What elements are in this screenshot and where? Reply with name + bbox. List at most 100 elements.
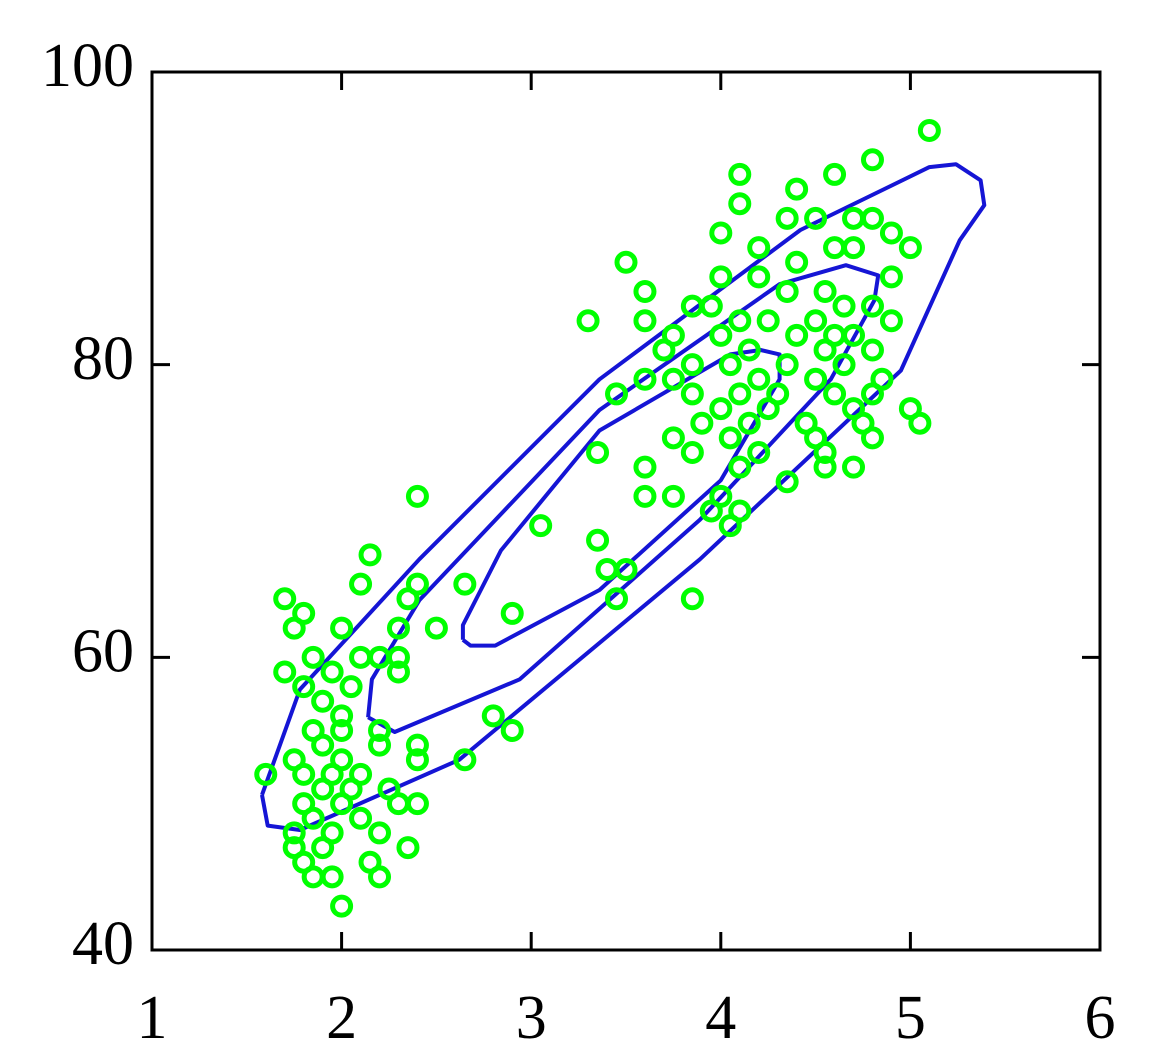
data-point xyxy=(813,455,837,479)
data-point xyxy=(813,280,837,303)
data-point xyxy=(718,426,742,450)
data-point xyxy=(718,353,742,377)
x-tick-label: 5 xyxy=(895,984,926,1052)
data-point xyxy=(529,514,553,538)
data-point xyxy=(737,338,761,362)
data-point xyxy=(349,645,373,669)
data-point xyxy=(320,660,344,684)
data-point xyxy=(595,558,619,582)
data-point xyxy=(396,836,420,860)
data-point xyxy=(605,382,629,406)
data-point xyxy=(680,353,704,377)
data-point xyxy=(424,616,448,640)
data-point xyxy=(747,367,771,391)
data-point xyxy=(386,645,410,669)
data-point xyxy=(860,206,884,230)
data-point xyxy=(405,484,429,508)
data-point xyxy=(842,236,866,260)
data-point xyxy=(386,660,410,684)
data-point xyxy=(842,455,866,479)
data-point xyxy=(775,280,799,303)
data-point xyxy=(614,250,638,274)
data-point xyxy=(633,309,657,333)
data-point xyxy=(311,777,335,801)
data-point xyxy=(680,440,704,464)
data-point xyxy=(330,792,354,816)
data-point xyxy=(386,616,410,640)
data-point xyxy=(330,616,354,640)
data-point xyxy=(756,397,780,421)
data-point xyxy=(500,719,524,742)
data-point xyxy=(832,353,856,377)
data-point xyxy=(785,177,809,201)
data-point xyxy=(339,675,363,699)
data-point xyxy=(453,572,477,596)
data-point xyxy=(481,704,505,728)
data-point xyxy=(728,162,752,186)
data-point xyxy=(368,719,392,742)
data-point xyxy=(368,865,392,889)
data-point xyxy=(785,323,809,347)
data-point xyxy=(292,675,316,699)
data-point xyxy=(330,704,354,728)
data-point xyxy=(728,382,752,406)
data-point xyxy=(728,455,752,479)
data-point xyxy=(368,733,392,757)
data-point xyxy=(405,733,429,757)
data-point xyxy=(661,426,685,450)
data-point xyxy=(699,294,723,318)
x-tick-label: 4 xyxy=(705,984,736,1052)
data-point xyxy=(405,792,429,816)
data-point xyxy=(718,514,742,538)
plot-frame xyxy=(150,70,1102,952)
contour xyxy=(460,348,782,648)
data-point xyxy=(860,148,884,172)
data-point xyxy=(368,821,392,845)
data-point xyxy=(747,440,771,464)
data-point xyxy=(823,162,847,186)
data-point xyxy=(301,645,325,669)
x-tick-label: 2 xyxy=(326,984,357,1052)
data-point xyxy=(292,762,316,786)
data-point xyxy=(842,323,866,347)
data-point xyxy=(282,616,306,640)
data-point xyxy=(661,367,685,391)
data-point xyxy=(358,543,382,567)
data-point xyxy=(680,382,704,406)
data-point xyxy=(832,294,856,318)
data-point xyxy=(282,821,306,845)
data-point xyxy=(775,353,799,377)
data-point xyxy=(860,294,884,318)
data-point xyxy=(311,689,335,713)
data-point xyxy=(775,470,799,494)
data-point xyxy=(330,719,354,742)
data-point xyxy=(633,484,657,508)
data-point xyxy=(747,265,771,289)
data-point xyxy=(311,836,335,860)
data-point xyxy=(699,499,723,523)
x-tick-label: 6 xyxy=(1085,984,1116,1052)
data-point xyxy=(633,367,657,391)
data-point xyxy=(709,265,733,289)
x-tick-label: 3 xyxy=(516,984,547,1052)
y-tick-label: 80 xyxy=(72,325,134,393)
data-point xyxy=(804,367,828,391)
data-point xyxy=(311,733,335,757)
data-point xyxy=(396,587,420,611)
data-point xyxy=(813,338,837,362)
data-point xyxy=(917,119,941,143)
data-point xyxy=(823,236,847,260)
data-point xyxy=(860,382,884,406)
data-point xyxy=(405,748,429,772)
data-point xyxy=(709,397,733,421)
data-point xyxy=(756,309,780,333)
data-point xyxy=(453,748,477,772)
data-point xyxy=(728,192,752,216)
data-point xyxy=(254,762,278,786)
data-point xyxy=(301,865,325,889)
data-point xyxy=(737,411,761,435)
data-point xyxy=(586,528,610,552)
data-point xyxy=(605,587,629,611)
data-point xyxy=(709,221,733,245)
data-point xyxy=(898,236,922,260)
